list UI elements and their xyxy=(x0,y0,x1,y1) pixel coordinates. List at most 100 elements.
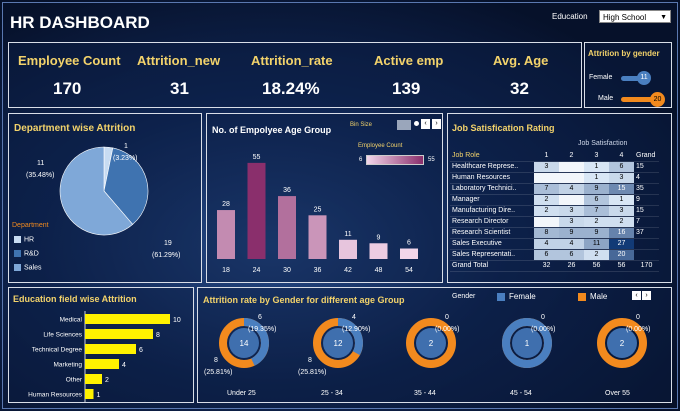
donut-center xyxy=(607,328,637,358)
edu-bar[interactable] xyxy=(85,344,136,354)
job-satisfaction-group-header: Job Satisfaction xyxy=(578,140,628,147)
js-value-cell: 20 xyxy=(609,249,634,261)
employee-count-legend-min: 6 xyxy=(359,157,363,163)
bin-next-button[interactable]: › xyxy=(432,119,441,129)
age-bar-36[interactable] xyxy=(308,215,327,259)
edu-bar[interactable] xyxy=(85,314,170,324)
donut-chart[interactable]: 12 xyxy=(311,316,365,370)
edu-value-label: 6 xyxy=(139,347,143,354)
donut-chart[interactable]: 2 xyxy=(404,316,458,370)
js-value-cell: 3 xyxy=(559,205,584,217)
js-value-cell: 2 xyxy=(609,216,634,228)
table-row[interactable]: Laboratory Technici.. 7 4 9 15 35 xyxy=(450,183,659,195)
slider-knob-icon[interactable] xyxy=(414,121,419,126)
table-row[interactable]: Manufacturing Dire.. 2 3 7 3 15 xyxy=(450,205,659,217)
employee-count-legend-max: 55 xyxy=(428,157,435,163)
js-value-cell: 15 xyxy=(634,205,659,217)
gender-male-label: Male xyxy=(598,95,614,102)
donut-male-arc xyxy=(406,318,456,368)
donut-female-pct: (0.00%) xyxy=(435,326,460,333)
table-row[interactable]: Human Resources 1 3 4 xyxy=(450,172,659,184)
donut-male-arc xyxy=(597,318,647,368)
donut-center-value: 2 xyxy=(620,339,625,348)
donut-female-pct: (0.00%) xyxy=(531,326,556,333)
gender-age-prev-button[interactable]: ‹ xyxy=(632,291,641,300)
age-bar-54[interactable] xyxy=(400,248,418,259)
pie-label-sales-pct: (61.29%) xyxy=(152,252,181,259)
js-col-2: 2 xyxy=(559,150,584,162)
js-value-cell: 27 xyxy=(609,238,634,250)
donut-chart[interactable]: 2 xyxy=(595,316,649,370)
age-bar-18[interactable] xyxy=(217,210,235,259)
age-bar-48[interactable] xyxy=(369,243,388,259)
edu-bar[interactable] xyxy=(85,329,153,339)
donut-female-count: 6 xyxy=(258,314,262,321)
age-group-title: No. of Empolyee Age Group xyxy=(212,125,332,135)
legend-swatch-rd xyxy=(14,250,21,257)
job-role-cell: Sales Representati.. xyxy=(450,249,534,261)
job-role-cell: Laboratory Technici.. xyxy=(450,183,534,195)
legend-label-female: Female xyxy=(509,292,536,301)
js-value-cell: 3 xyxy=(534,161,559,173)
legend-item-hr[interactable]: HR xyxy=(14,236,34,243)
age-tick-label: 54 xyxy=(405,267,413,274)
bin-prev-button[interactable]: ‹ xyxy=(421,119,430,129)
legend-item-female[interactable]: Female xyxy=(497,292,536,301)
job-role-cell: Research Scientist xyxy=(450,227,534,239)
donut-center xyxy=(229,328,259,358)
js-value-cell xyxy=(634,238,659,250)
job-role-cell: Human Resources xyxy=(450,172,534,184)
pie-slice-sales[interactable] xyxy=(59,146,134,236)
legend-item-male[interactable]: Male xyxy=(578,292,607,301)
edu-bar[interactable] xyxy=(85,359,119,369)
table-row[interactable]: Research Scientist 8 9 9 16 37 xyxy=(450,227,659,239)
job-role-cell: Research Director xyxy=(450,216,534,228)
edu-bar[interactable] xyxy=(85,389,94,399)
edu-category-label: Medical xyxy=(60,317,83,324)
legend-item-sales[interactable]: Sales xyxy=(14,264,42,271)
donut-chart[interactable]: 14 xyxy=(217,316,271,370)
grand-total-cell: 56 xyxy=(584,260,609,272)
bin-size-slider[interactable] xyxy=(397,120,411,130)
grand-total-row: Grand Total 32 26 56 56 170 xyxy=(450,260,659,272)
table-row[interactable]: Healthcare Represe.. 3 1 6 15 xyxy=(450,161,659,173)
table-row[interactable]: Research Director 3 2 2 7 xyxy=(450,216,659,228)
table-row[interactable]: Manager 2 6 1 9 xyxy=(450,194,659,206)
js-value-cell xyxy=(534,172,559,184)
legend-swatch-female xyxy=(497,292,505,301)
donut-female-arc xyxy=(502,318,552,368)
gender-female-bubble: 11 xyxy=(637,71,651,85)
gender-female-label: Female xyxy=(589,74,613,81)
donut-female-pct: (12.90%) xyxy=(342,326,371,333)
donut-chart[interactable]: 1 xyxy=(500,316,554,370)
legend-label-rd: R&D xyxy=(24,250,39,258)
age-bar-value-label: 36 xyxy=(283,187,291,194)
table-row[interactable]: Sales Executive 4 4 11 27 xyxy=(450,238,659,250)
donut-male-pct: (25.81%) xyxy=(298,369,327,376)
gender-age-next-button[interactable]: › xyxy=(642,291,651,300)
legend-label-hr: HR xyxy=(24,236,35,244)
age-tick-label: 30 xyxy=(283,267,291,274)
age-bar-24[interactable] xyxy=(247,162,266,259)
pie-slice-rd[interactable] xyxy=(103,147,149,225)
js-value-cell: 2 xyxy=(534,194,559,206)
edu-value-label: 1 xyxy=(97,392,101,399)
education-filter-select[interactable]: High School ▼ xyxy=(599,10,671,23)
js-value-cell: 6 xyxy=(534,249,559,261)
dashboard-title: HR DASHBOARD xyxy=(10,13,150,32)
age-group-panel: No. of Empolyee Age Group Bin Size ‹ › E… xyxy=(206,113,443,283)
age-bar-42[interactable] xyxy=(339,239,357,259)
donut-age-group-label: Under 25 xyxy=(227,390,256,397)
age-bar-30[interactable] xyxy=(278,196,296,259)
legend-item-rd[interactable]: R&D xyxy=(14,250,39,257)
attrition-by-gender-title: Attrition by gender xyxy=(588,49,660,58)
edu-bar[interactable] xyxy=(85,374,102,384)
donut-male-pct: (25.81%) xyxy=(204,369,233,376)
js-value-cell: 9 xyxy=(559,227,584,239)
employee-count-legend-title: Employee Count xyxy=(358,143,403,149)
edu-value-label: 8 xyxy=(156,332,160,339)
donut-female-arc xyxy=(313,318,363,368)
age-bar-value-label: 6 xyxy=(407,240,411,247)
donut-center-value: 2 xyxy=(429,339,434,348)
table-row[interactable]: Sales Representati.. 6 6 2 20 xyxy=(450,249,659,261)
